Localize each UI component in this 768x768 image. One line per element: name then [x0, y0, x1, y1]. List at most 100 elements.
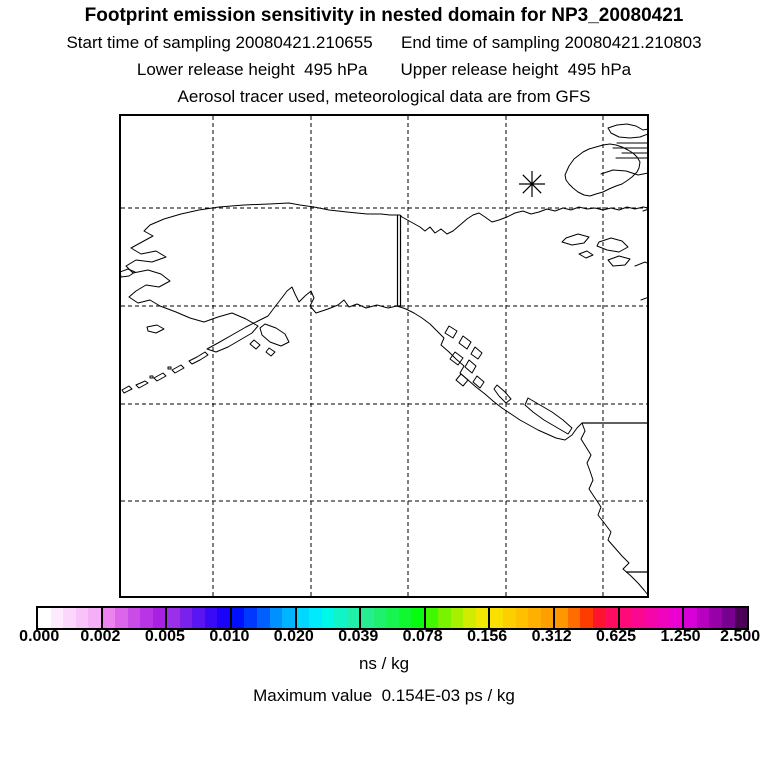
coastline-path [167, 366, 172, 370]
coastline-path [524, 397, 573, 435]
colorbar-tick-label: 2.500 [720, 628, 761, 645]
colorbar-cell [309, 608, 322, 628]
colorbar-cell [244, 608, 257, 628]
colorbar-segment [682, 608, 748, 628]
colorbar-cell [256, 608, 270, 628]
coastline-path [493, 384, 512, 404]
colorbar-cell [580, 608, 593, 628]
colorbar-tick-label: 0.156 [467, 628, 508, 645]
colorbar-cell [217, 608, 230, 628]
colorbar-cell [684, 608, 697, 628]
coastline-path [125, 202, 647, 595]
colorbar-segment [38, 608, 101, 628]
coastline-path [249, 339, 261, 350]
colorbar-cell [696, 608, 710, 628]
coastline-path [578, 250, 594, 259]
coastline-path [634, 261, 647, 267]
receptor-asterisk-marker [522, 174, 542, 194]
colorbar-tick-label: 0.078 [402, 628, 443, 645]
colorbar-tick-label: 0.625 [596, 628, 637, 645]
colorbar-ticks: 0.000 0.002 0.005 0.010 0.020 0.039 0.078 0.156… [0, 628, 768, 648]
colorbar-tick-label: 0.020 [273, 628, 314, 645]
colorbar-cell [282, 608, 295, 628]
colorbar-cell [411, 608, 424, 628]
colorbar-cell [140, 608, 153, 628]
colorbar-cell [115, 608, 128, 628]
colorbar-cell [605, 608, 618, 628]
coastline-path [561, 233, 590, 246]
colorbar-cell [269, 608, 283, 628]
colorbar [36, 606, 749, 630]
colorbar-cell [644, 608, 658, 628]
coastline-path [121, 385, 133, 394]
coastline-path [121, 268, 136, 278]
colorbar-cell [515, 608, 529, 628]
header-tracer-info: Aerosol tracer used, meteorological data… [177, 87, 591, 106]
colorbar-segment [617, 608, 683, 628]
colorbar-tick-label: 1.250 [660, 628, 701, 645]
coastline-path [146, 324, 165, 334]
colorbar-cell [373, 608, 387, 628]
plot-title: Footprint emission sensitivity in nested… [84, 5, 684, 26]
colorbar-cell [475, 608, 489, 628]
header-sampling-times: Start time of sampling 20080421.210655 E… [66, 33, 702, 52]
colorbar-cell [490, 608, 504, 628]
colorbar-cell [152, 608, 166, 628]
colorbar-cell [63, 608, 76, 628]
coastline-path [607, 123, 647, 139]
coastline-path [458, 335, 472, 350]
colorbar-cell [321, 608, 335, 628]
colorbar-cell [438, 608, 451, 628]
colorbar-cell [632, 608, 645, 628]
colorbar-cell [192, 608, 205, 628]
coastline-path [596, 237, 629, 253]
max-value-label: Maximum value 0.154E-03 ps / kg [253, 686, 515, 705]
colorbar-cell [361, 608, 374, 628]
colorbar-cell [179, 608, 193, 628]
coastline-path [470, 346, 483, 360]
colorbar-cell [592, 608, 606, 628]
colorbar-cell [75, 608, 89, 628]
colorbar-cell [657, 608, 670, 628]
colorbar-cell [50, 608, 64, 628]
colorbar-tick-label: 0.000 [19, 628, 60, 645]
coastline-path [171, 364, 185, 374]
coastline-path [464, 359, 477, 374]
colorbar-cell [102, 608, 116, 628]
colorbar-cell [231, 608, 245, 628]
coastline-path [153, 372, 167, 382]
colorbar-segment [165, 608, 230, 628]
colorbar-cell [540, 608, 554, 628]
colorbar-segment [488, 608, 554, 628]
colorbar-tick-label: 0.010 [209, 628, 250, 645]
colorbar-cell [167, 608, 180, 628]
coastline-path [449, 351, 464, 366]
coastline-path [564, 143, 641, 197]
coastline-path [444, 325, 458, 339]
colorbar-cell [734, 608, 748, 628]
colorbar-units-label: ns / kg [358, 654, 410, 673]
coastline-path [640, 297, 647, 301]
colorbar-cell [127, 608, 141, 628]
colorbar-cell [398, 608, 412, 628]
colorbar-cell [503, 608, 516, 628]
colorbar-cell [386, 608, 399, 628]
colorbar-cell [425, 608, 439, 628]
colorbar-segment [359, 608, 424, 628]
coastline-path [472, 375, 485, 389]
coastline-path [259, 323, 290, 347]
colorbar-segment [553, 608, 618, 628]
colorbar-cell [334, 608, 347, 628]
coastline-path [455, 373, 469, 387]
colorbar-tick-label: 0.312 [531, 628, 572, 645]
coastline-path [642, 209, 647, 212]
map-svg [121, 116, 647, 596]
colorbar-cell [463, 608, 476, 628]
colorbar-cell [709, 608, 722, 628]
coastline-path [135, 380, 149, 389]
coastline-path [265, 347, 276, 357]
coastline-path [149, 375, 154, 379]
colorbar-cell [88, 608, 101, 628]
colorbar-segment [100, 608, 166, 628]
